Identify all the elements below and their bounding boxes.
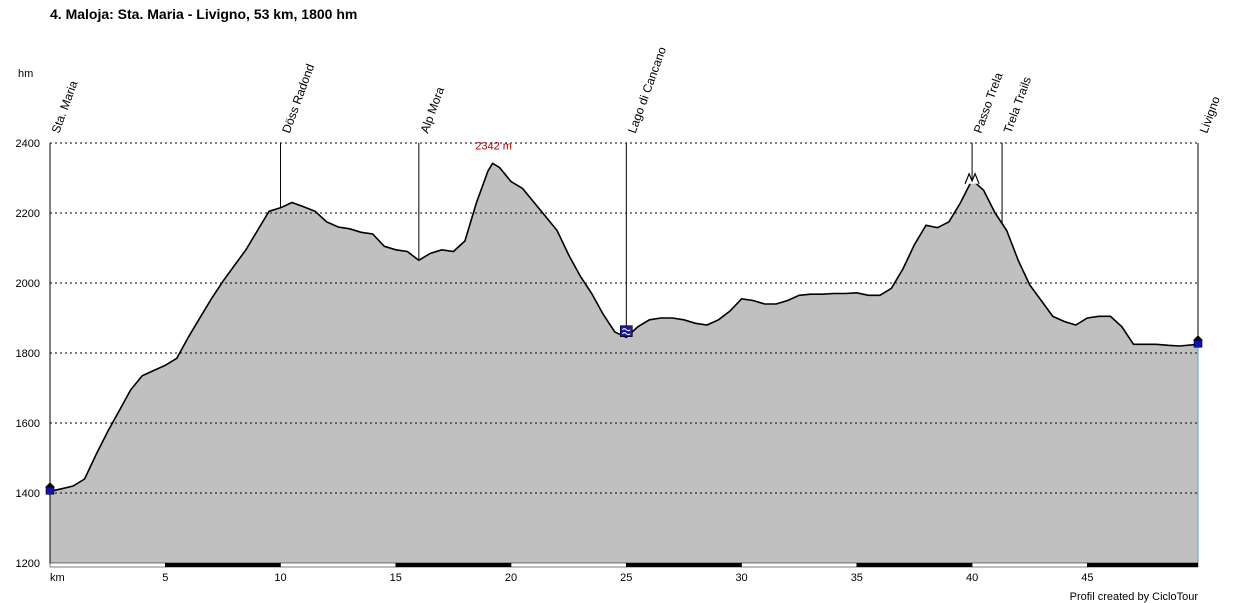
km-band-segment (971, 562, 1088, 568)
credit-text: Profil created by CicloTour (1070, 591, 1199, 603)
km-band-segment (856, 562, 973, 568)
x-tick-label-25: 25 (620, 572, 632, 584)
lake-icon (620, 325, 633, 338)
lake-waves (621, 328, 631, 336)
km-band-segment (626, 562, 742, 568)
x-tick-label-35: 35 (851, 572, 863, 584)
mountain-pass-icon (964, 172, 980, 185)
km-band-segment (395, 562, 512, 568)
peak-elevation-label: 2342 m (475, 140, 512, 152)
x-tick-label-15: 15 (390, 572, 402, 584)
km-band-segment (1087, 562, 1199, 568)
elevation-line (49, 162, 1199, 493)
waypoint-label: Livigno (1197, 94, 1223, 135)
x-tick-label-45: 45 (1081, 572, 1093, 584)
marker-body (45, 486, 55, 495)
y-tick-label-1200: 1200 (16, 558, 40, 570)
x-tick-label-30: 30 (735, 572, 747, 584)
km-band-segment (741, 562, 858, 568)
km-band-segment (280, 562, 397, 568)
waypoint-label: Sta. Maria (49, 79, 81, 135)
y-axis-unit-label: hm (18, 68, 33, 80)
x-tick-label-40: 40 (966, 572, 978, 584)
marker-roof (45, 482, 55, 488)
pass-peaks (964, 172, 980, 185)
chart-title: 4. Maloja: Sta. Maria - Livigno, 53 km, … (50, 6, 357, 22)
x-tick-label-5: 5 (162, 572, 168, 584)
start-marker-icon (45, 482, 55, 495)
km-band-segment (510, 562, 627, 568)
y-tick-label-2200: 2200 (16, 208, 40, 220)
marker-body (1193, 339, 1203, 348)
km-band-segment (49, 562, 166, 568)
waypoint-label: Döss Radond (279, 62, 317, 135)
x-tick-label-10: 10 (274, 572, 286, 584)
x-tick-label-20: 20 (505, 572, 517, 584)
waypoint-label: Passo Trela (971, 70, 1006, 135)
y-tick-label-1600: 1600 (16, 418, 40, 430)
waypoint-label: Lago di Cancano (625, 45, 669, 135)
y-tick-label-1400: 1400 (16, 488, 40, 500)
y-tick-label-1800: 1800 (16, 348, 40, 360)
waypoint-label: Trela Trails (1001, 75, 1034, 135)
lake-box (620, 325, 633, 338)
y-tick-label-2400: 2400 (16, 138, 40, 150)
waypoint-label: Alp Mora (417, 85, 447, 135)
km-band-segment (165, 562, 281, 568)
finish-marker-icon (1193, 335, 1203, 348)
elevation-area (50, 163, 1198, 564)
x-axis-unit-label: km (50, 572, 65, 584)
y-tick-label-2000: 2000 (16, 278, 40, 290)
marker-roof (1193, 335, 1203, 341)
